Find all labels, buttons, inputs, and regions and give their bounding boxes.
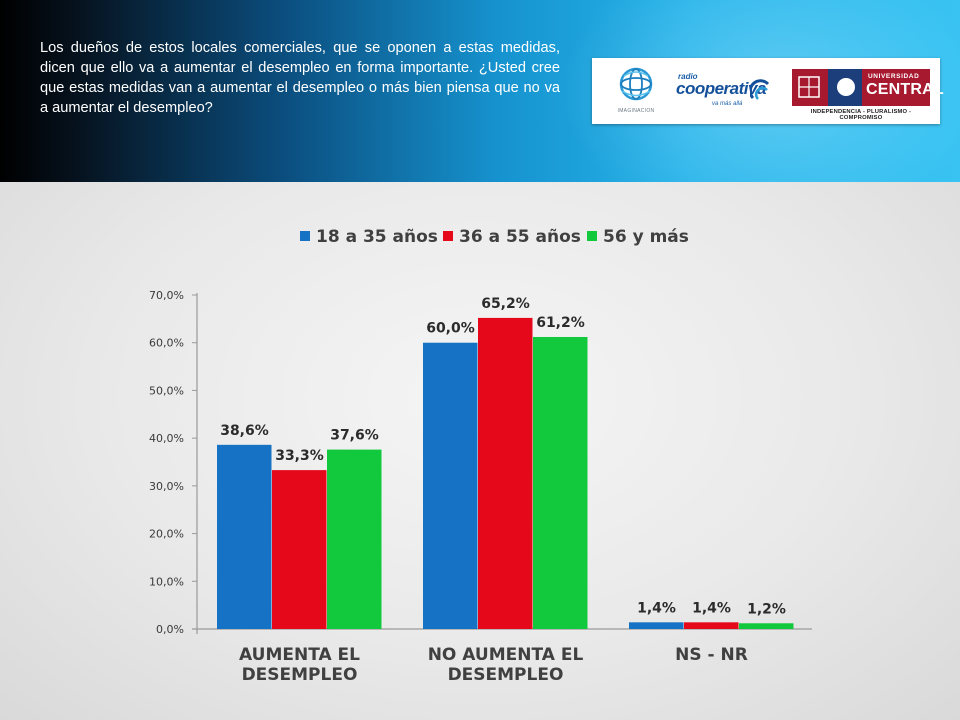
- y-tick-label-3: 30,0%: [149, 480, 184, 493]
- imaginacion-logo-text: IMAGINACION: [617, 108, 655, 114]
- y-tick-label-6: 60,0%: [149, 337, 184, 350]
- category-label-3-1: NS - NR: [675, 645, 748, 665]
- ucentral-logo-circle: [837, 78, 855, 96]
- bar-3-1: [629, 622, 684, 629]
- bar-1-2: [272, 470, 327, 629]
- bar-chart: 18 a 35 años 36 a 55 años 56 y más 0,0% 10,…: [149, 227, 812, 685]
- crest-icon: [798, 76, 820, 98]
- cooperativa-logo-wordmark: cooperativa: [676, 79, 766, 98]
- chart-bars: [217, 317, 794, 629]
- category-label-2-2: DESEMPLEO: [448, 665, 564, 685]
- legend-swatch-3: [587, 231, 597, 241]
- data-label-1-1: 38,6%: [220, 423, 269, 439]
- data-label-3-2: 1,4%: [692, 600, 731, 616]
- category-label-2-1: NO AUMENTA EL: [428, 645, 584, 665]
- imaginacion-logo: IMAGINACION: [608, 64, 664, 120]
- cooperativa-logo-small: radio: [678, 72, 698, 81]
- data-label-2-2: 65,2%: [481, 296, 530, 312]
- data-label-3-1: 1,4%: [637, 600, 676, 616]
- logo-card: IMAGINACION radio cooperativa va más all…: [592, 58, 944, 124]
- data-label-2-3: 61,2%: [536, 315, 585, 331]
- y-tick-label-0: 0,0%: [156, 623, 184, 636]
- wave-icon: [750, 79, 770, 100]
- globe-icon: [619, 67, 653, 101]
- ucentral-logo-line1: UNIVERSIDAD: [868, 73, 920, 80]
- bar-2-2: [478, 317, 533, 629]
- ucentral-logo: UNIVERSIDAD CENTRAL INDEPENDENCIA - PLUR…: [792, 69, 944, 121]
- data-label-2-1: 60,0%: [426, 321, 475, 337]
- bar-1-3: [327, 449, 382, 629]
- cooperativa-logo: radio cooperativa va más allá: [676, 72, 772, 112]
- bar-3-2: [684, 622, 739, 629]
- legend-swatch-1: [300, 231, 310, 241]
- legend-label-2: 36 a 55 años: [459, 227, 581, 247]
- chart-area: 18 a 35 años 36 a 55 años 56 y más 0,0% 10,…: [0, 182, 960, 720]
- survey-question: Los dueños de estos locales comerciales,…: [40, 40, 560, 116]
- header-banner: Los dueños de estos locales comerciales,…: [0, 0, 960, 182]
- data-label-1-3: 37,6%: [330, 428, 379, 444]
- y-tick-label-4: 40,0%: [149, 432, 184, 445]
- data-label-1-2: 33,3%: [275, 448, 324, 464]
- y-tick-label-7: 70,0%: [149, 289, 184, 302]
- cooperativa-logo-tagline: va más allá: [712, 101, 743, 107]
- bar-3-3: [739, 623, 794, 629]
- y-tick-label-5: 50,0%: [149, 384, 184, 397]
- legend-swatch-2: [443, 231, 453, 241]
- chart-legend: 18 a 35 años 36 a 55 años 56 y más: [300, 227, 689, 247]
- ucentral-logo-line2: CENTRAL: [866, 81, 944, 98]
- category-label-1-1: AUMENTA EL: [239, 645, 360, 665]
- legend-label-3: 56 y más: [603, 227, 689, 247]
- y-tick-label-1: 10,0%: [149, 575, 184, 588]
- bar-2-3: [533, 336, 588, 629]
- ucentral-logo-motto: INDEPENDENCIA - PLURALISMO - COMPROMISO: [810, 109, 912, 121]
- bar-1-1: [217, 444, 272, 629]
- chart-data-labels: 38,6% 33,3% 37,6% 60,0% 65,2% 61,2% 1,4% 1,4% 1,…: [220, 296, 786, 617]
- y-tick-label-2: 20,0%: [149, 528, 184, 541]
- bar-2-1: [423, 342, 478, 629]
- data-label-3-3: 1,2%: [747, 601, 786, 617]
- category-label-1-2: DESEMPLEO: [242, 665, 358, 685]
- legend-label-1: 18 a 35 años: [316, 227, 438, 247]
